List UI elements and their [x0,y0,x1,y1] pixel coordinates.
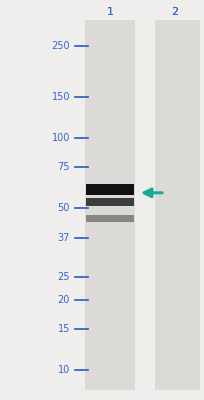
Text: 1: 1 [106,7,113,17]
Text: 250: 250 [51,41,70,51]
Bar [154,20,199,390]
Text: 75: 75 [57,162,70,172]
Bar [86,215,133,222]
Bar [85,20,134,390]
Text: 1: 1 [106,7,113,17]
Text: 20: 20 [57,295,70,305]
Text: 25: 25 [57,272,70,282]
Text: 50: 50 [57,203,70,213]
Text: 2: 2 [171,7,178,17]
Text: 2: 2 [171,7,178,17]
Text: 15: 15 [57,324,70,334]
Text: 100: 100 [51,133,70,143]
Text: 10: 10 [58,364,70,374]
Bar [86,184,133,195]
Bar [86,198,133,206]
Text: 37: 37 [57,233,70,243]
Text: 150: 150 [51,92,70,102]
